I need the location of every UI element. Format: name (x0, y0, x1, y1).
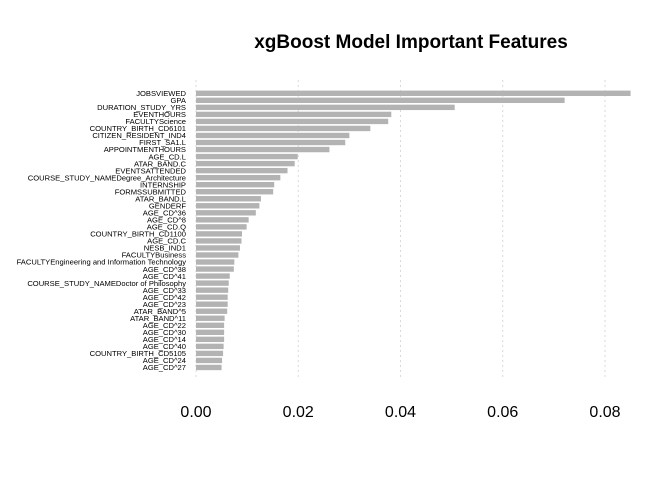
category-label: COURSE_STUDY_NAMEDegree_Architecture (28, 173, 186, 182)
category-label: DURATION_STUDY_YRS (97, 103, 186, 112)
category-label: FACULTYBusiness (122, 251, 187, 260)
bar (196, 336, 225, 343)
bar (196, 167, 288, 174)
category-label: COURSE_STUDY_NAMEDoctor of Philosophy (27, 279, 186, 288)
bar (196, 118, 389, 125)
category-label: AGE_CD.Q (147, 223, 186, 232)
bar (196, 203, 260, 209)
category-label: AGE_CD^40 (143, 342, 186, 351)
bars (196, 90, 631, 371)
bar (196, 343, 224, 350)
category-label: ATAR_BAND^5 (134, 307, 186, 316)
x-tick-label: 0.08 (589, 404, 620, 421)
category-label: AGE_CD^38 (143, 265, 186, 274)
bar (196, 301, 228, 307)
category-label: AGE_CD^23 (143, 300, 186, 309)
bar (196, 132, 350, 139)
bar (196, 252, 239, 258)
category-label: APPOINTMENTHOURS (104, 145, 186, 154)
bar (196, 357, 223, 364)
category-label: FACULTYScience (125, 117, 186, 126)
bar (196, 196, 261, 202)
category-label: ATAR_BAND.L (135, 194, 186, 203)
bar (196, 273, 230, 279)
category-label: INTERNSHIP (140, 180, 186, 189)
category-label: AGE_CD^30 (143, 328, 186, 337)
bar (196, 294, 228, 300)
category-label: AGE_CD^36 (143, 209, 186, 218)
bar (196, 217, 249, 223)
category-label: AGE_CD.C (147, 237, 186, 246)
category-label: EVENTSATTENDED (115, 166, 186, 175)
category-label: ATAR_BAND.C (134, 159, 187, 168)
bar (196, 238, 242, 244)
category-label: AGE_CD^14 (143, 335, 186, 344)
bar (196, 322, 225, 328)
category-label: AGE_CD.L (148, 152, 186, 161)
bar (196, 308, 228, 314)
category-label: EVENTHOURS (133, 110, 186, 119)
category-label: CITIZEN_RESIDENT_IND4 (92, 131, 186, 140)
bar (196, 315, 225, 321)
bar (196, 210, 256, 216)
category-label: GPA (171, 96, 187, 105)
x-tick-label: 0.04 (385, 404, 416, 421)
bar (196, 90, 631, 96)
category-label: JOBSVIEWED (136, 89, 186, 98)
category-label: COUNTRY_BIRTH_CD6101 (90, 124, 186, 133)
x-tick-label: 0.06 (487, 404, 518, 421)
bar (196, 97, 565, 104)
bar (196, 111, 392, 118)
category-label: FORMSSUBMITTED (115, 187, 187, 196)
bar (196, 160, 295, 167)
category-label: AGE_CD^8 (147, 216, 186, 225)
bar (196, 231, 243, 237)
bar (196, 125, 371, 132)
bar (196, 329, 225, 336)
x-tick-label: 0.00 (180, 404, 211, 421)
bar (196, 174, 281, 181)
category-label: AGE_CD^33 (143, 286, 186, 295)
bar (196, 146, 330, 153)
category-labels: JOBSVIEWEDGPADURATION_STUDY_YRSEVENTHOUR… (17, 89, 187, 372)
category-label: FIRST_SA1.L (139, 138, 186, 147)
bar (196, 224, 247, 230)
x-tick-label: 0.02 (283, 404, 314, 421)
bar (196, 139, 346, 146)
category-label: GENDERF (149, 201, 186, 210)
category-label: AGE_CD^22 (143, 321, 186, 330)
bar (196, 280, 229, 286)
bar (196, 245, 240, 251)
category-label: COUNTRY_BIRTH_CD1100 (90, 230, 186, 239)
chart-title: xgBoost Model Important Features (254, 32, 568, 53)
bar (196, 104, 455, 111)
bar (196, 287, 229, 293)
bar (196, 350, 224, 357)
bar (196, 153, 298, 160)
x-axis-ticks: 0.00 0.02 0.04 0.06 0.08 (180, 404, 620, 421)
category-label: AGE_CD^42 (143, 293, 186, 302)
bar (196, 181, 275, 188)
category-label: FACULTYEngineering and Information Techn… (17, 258, 187, 267)
grid-lines (195, 80, 606, 378)
bar (196, 364, 222, 371)
category-label: AGE_CD^24 (143, 356, 186, 365)
category-label: AGE_CD^27 (143, 363, 186, 372)
bar (196, 266, 234, 272)
bar (196, 259, 235, 265)
category-label: NESB_IND1 (144, 244, 186, 253)
category-label: COUNTRY_BIRTH_CD5105 (90, 349, 186, 358)
bar (196, 189, 274, 195)
category-label: ATAR_BAND^11 (130, 314, 186, 323)
category-label: AGE_CD^41 (143, 272, 186, 281)
